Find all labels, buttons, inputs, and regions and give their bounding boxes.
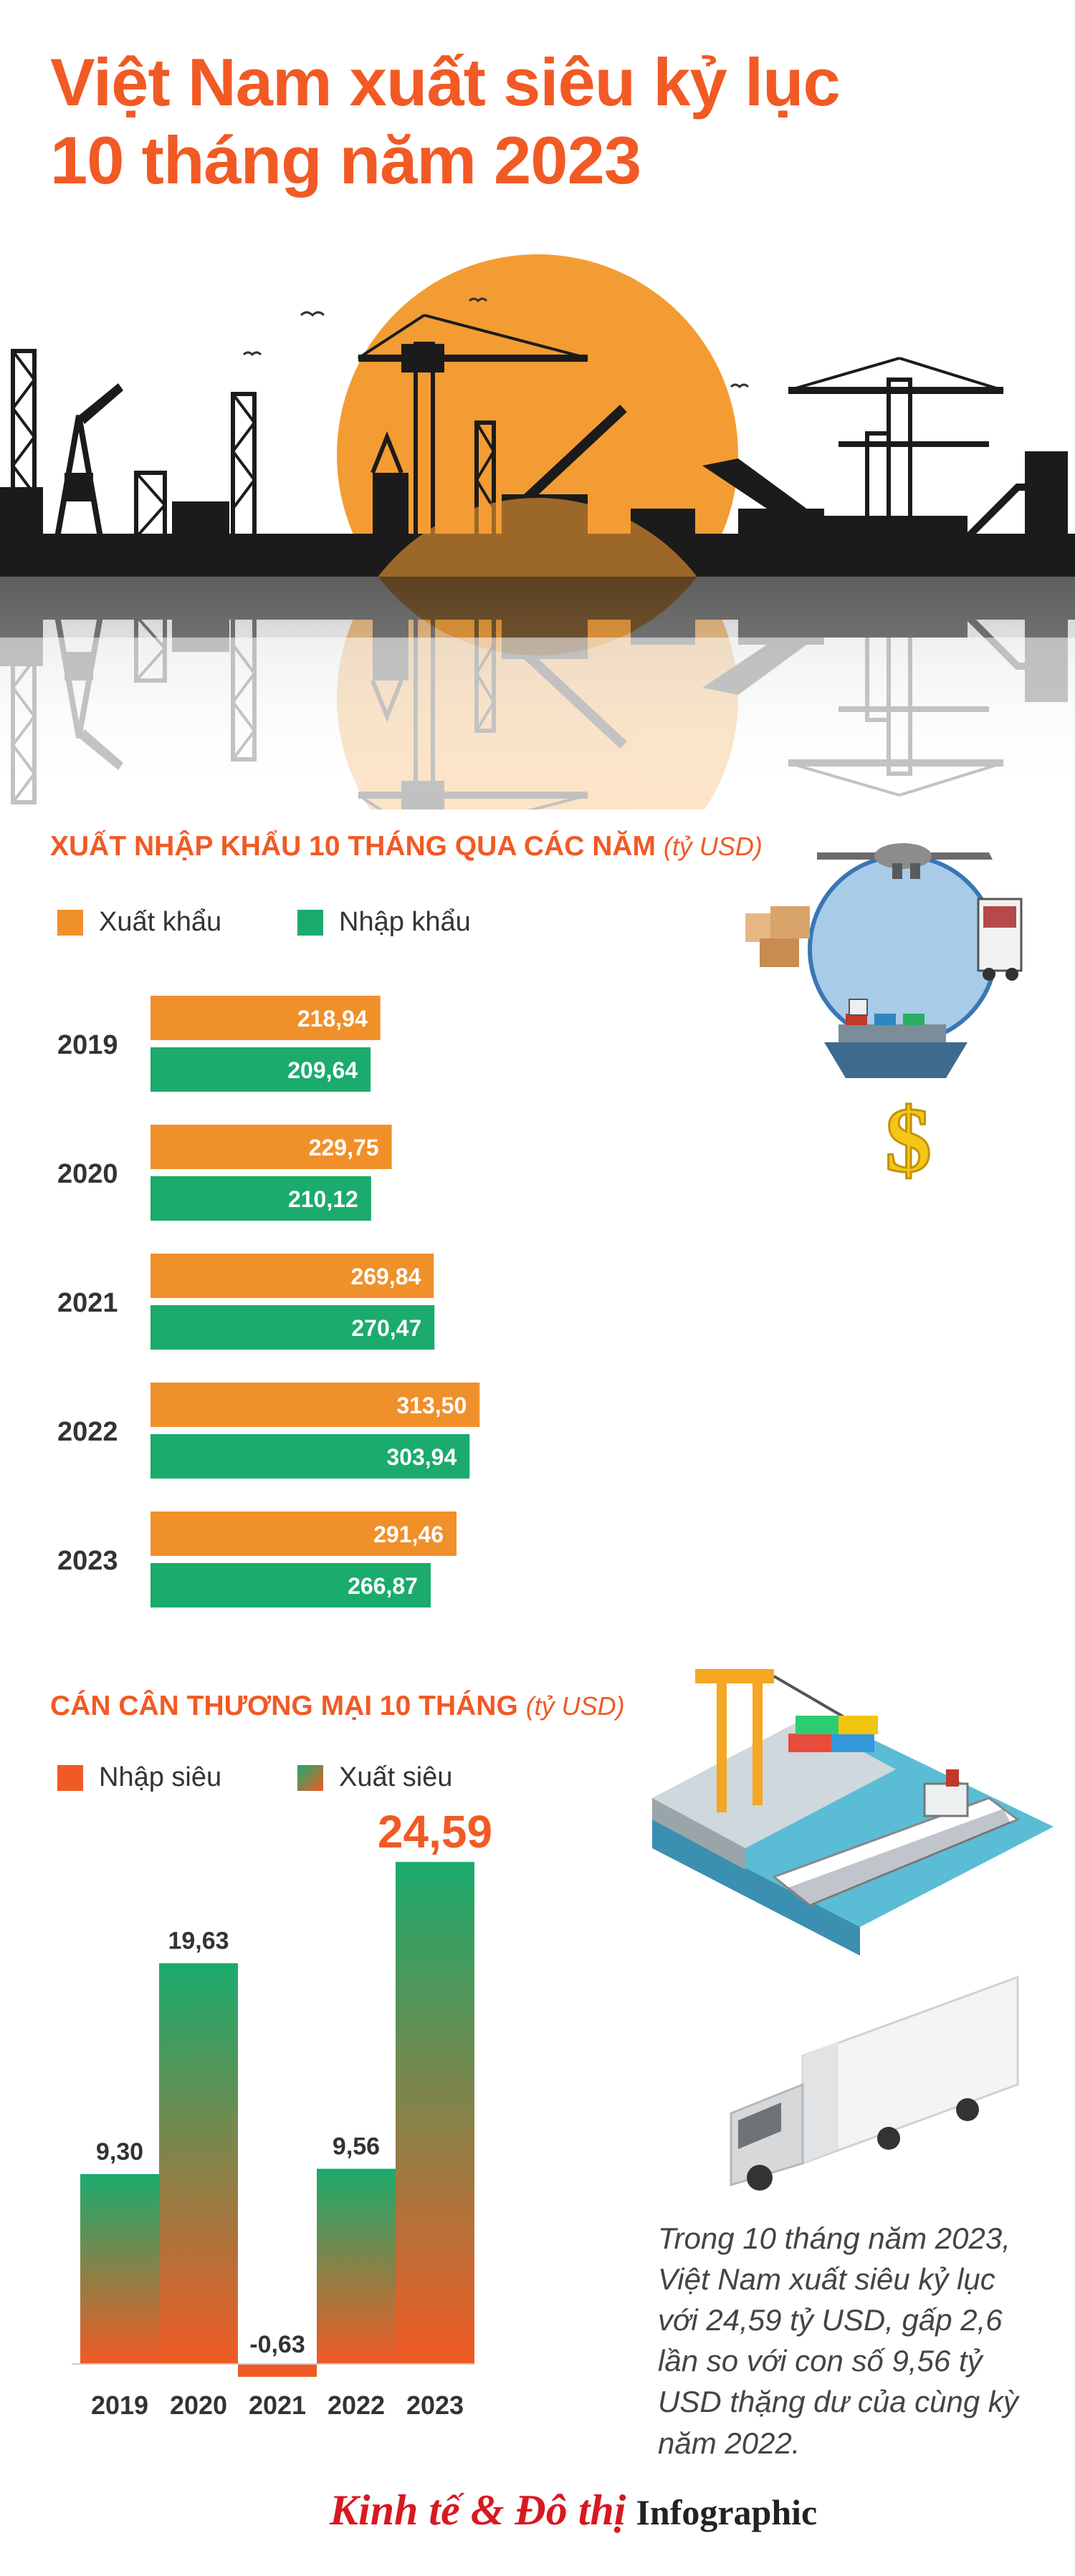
title-line-2: 10 tháng năm 2023 <box>50 121 982 199</box>
balance-section-title: CÁN CÂN THƯƠNG MẠI 10 THÁNG (tỷ USD) <box>50 1691 625 1722</box>
year-label: 2023 <box>57 1546 118 1576</box>
bar-value-label: 313,50 <box>396 1393 467 1418</box>
legend-import-swatch <box>297 910 323 936</box>
bar-value-label: 303,94 <box>386 1444 457 1470</box>
balance-bar <box>238 2364 317 2377</box>
legend-deficit-swatch <box>57 1765 83 1791</box>
legend-export: Xuất khẩu <box>57 907 221 938</box>
legend-deficit: Nhập siêu <box>57 1762 221 1793</box>
balance-chart: 9,30 2019 19,63 2020 -0,63 2021 9,56 2022 24,59 2… <box>0 1812 645 2443</box>
bar-value-label: 210,12 <box>288 1186 358 1212</box>
legend-import-label: Nhập khẩu <box>339 907 471 938</box>
logo-infographic: Infographic <box>636 2492 817 2532</box>
balance-value-label: -0,63 <box>249 2331 305 2358</box>
logo-brand: Kinh tế & Đô thị <box>330 2486 626 2534</box>
publisher-logo: Kinh tế & Đô thị Infographic <box>330 2486 817 2535</box>
port-skyline-icon <box>0 236 1075 809</box>
balance-year-label: 2021 <box>249 2390 306 2420</box>
legend-surplus-label: Xuất siêu <box>339 1762 452 1793</box>
truck-illustration <box>717 1948 1046 2192</box>
balance-value-label: 9,56 <box>333 2133 380 2161</box>
legend-export-swatch <box>57 910 83 936</box>
bar-value-label: 218,94 <box>297 1006 368 1032</box>
balance-year-label: 2022 <box>328 2390 385 2420</box>
port-illustration <box>631 1640 1061 1970</box>
legend-export-label: Xuất khẩu <box>99 907 221 938</box>
balance-year-label: 2023 <box>406 2390 464 2420</box>
year-label: 2019 <box>57 1030 118 1060</box>
bar-value-label: 209,64 <box>287 1057 358 1083</box>
boxes-icon <box>745 906 810 967</box>
page-title: Việt Nam xuất siêu kỷ lục 10 tháng năm 2… <box>50 43 982 199</box>
balance-year-label: 2019 <box>91 2390 148 2420</box>
year-label: 2022 <box>57 1417 118 1447</box>
hero-port-illustration <box>0 236 1075 809</box>
balance-value-label: 9,30 <box>96 2138 143 2166</box>
balance-bar <box>396 1862 474 2364</box>
bar-value-label: 269,84 <box>350 1264 421 1289</box>
balance-value-label: 24,59 <box>378 1812 492 1857</box>
balance-bar <box>317 2169 396 2364</box>
legend-deficit-label: Nhập siêu <box>99 1762 221 1793</box>
trade-section-title-text: XUẤT NHẬP KHẨU 10 THÁNG QUA CÁC NĂM <box>50 831 656 862</box>
legend-surplus: Xuất siêu <box>297 1762 452 1793</box>
balance-section-unit: (tỷ USD) <box>526 1691 625 1721</box>
bar-value-label: 270,47 <box>351 1315 421 1341</box>
bar-value-label: 229,75 <box>309 1135 379 1160</box>
trade-chart: 2019 218,94 209,64 2020 229,75 210,12 2021 269,… <box>0 981 1075 1619</box>
year-label: 2020 <box>57 1159 118 1189</box>
legend-surplus-swatch <box>297 1765 323 1791</box>
balance-value-label: 19,63 <box>168 1928 229 1955</box>
bar-value-label: 291,46 <box>373 1522 444 1547</box>
summary-note: Trong 10 tháng năm 2023, Việt Nam xuất s… <box>658 2218 1031 2464</box>
container-truck-icon <box>717 1948 1046 2192</box>
title-line-1: Việt Nam xuất siêu kỷ lục <box>50 43 982 121</box>
trade-section-title: XUẤT NHẬP KHẨU 10 THÁNG QUA CÁC NĂM (tỷ … <box>50 831 763 862</box>
year-label: 2021 <box>57 1288 118 1318</box>
truck-icon <box>978 899 1021 981</box>
legend-import: Nhập khẩu <box>297 907 471 938</box>
container-port-icon <box>631 1640 1061 1970</box>
balance-section-title-text: CÁN CÂN THƯƠNG MẠI 10 THÁNG <box>50 1691 518 1721</box>
bar-value-label: 266,87 <box>348 1573 418 1599</box>
balance-bar <box>80 2174 159 2364</box>
balance-year-label: 2020 <box>170 2390 227 2420</box>
balance-bar <box>159 1964 238 2364</box>
